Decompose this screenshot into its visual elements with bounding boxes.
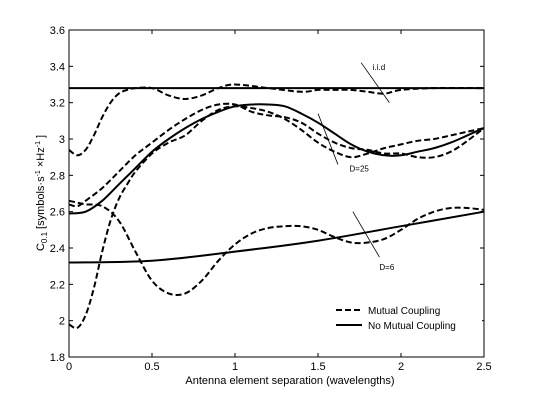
y-axis-label-sup1: -1 bbox=[35, 170, 42, 176]
y-axis-label: C0.1[symbols·s-1 ×Hz-1] bbox=[35, 135, 49, 251]
series-group bbox=[68, 83, 485, 330]
y-tick-label: 3.6 bbox=[50, 25, 65, 37]
y-axis-label-main: C bbox=[35, 243, 47, 251]
annotation-pointer-line bbox=[317, 113, 339, 165]
annotation-pointer-line bbox=[352, 211, 380, 258]
annotation-label: D=25 bbox=[350, 165, 370, 174]
y-tick-label: 2.6 bbox=[50, 207, 65, 219]
annotations-group: i.i.d D=25 D=6 bbox=[350, 63, 395, 272]
legend: Mutual Coupling No Mutual Coupling bbox=[332, 298, 482, 338]
annotation-label: i.i.d bbox=[373, 63, 385, 72]
y-tick-label: 3.4 bbox=[50, 61, 65, 73]
y-tick-label: 3 bbox=[59, 134, 65, 146]
y-axis-label-sup2: -1 bbox=[35, 141, 42, 147]
series-line-d25-solid bbox=[68, 103, 485, 215]
y-tick-label: 2.2 bbox=[50, 279, 65, 291]
x-tick-label: 1.5 bbox=[310, 361, 325, 373]
annotation-label: D=6 bbox=[379, 263, 394, 272]
y-tick-label: 1.8 bbox=[50, 352, 65, 364]
y-tick-label: 2.8 bbox=[50, 170, 65, 182]
axis-ticks: 0 0.5 1 1.5 2 2.5 1.8 2 2.2 2.4 2.6 2.8 3 3.2 3.4 3.6 bbox=[50, 25, 492, 373]
x-tick-label: 0.5 bbox=[144, 361, 159, 373]
legend-label-no-mutual-coupling: No Mutual Coupling bbox=[368, 321, 456, 332]
annotation-pointer-line bbox=[360, 62, 390, 103]
x-tick-label: 2.5 bbox=[476, 361, 491, 373]
series-line-d6-dashed bbox=[68, 199, 485, 296]
y-tick-label: 3.2 bbox=[50, 98, 65, 110]
x-tick-label: 0 bbox=[66, 361, 72, 373]
y-tick-label: 2.4 bbox=[50, 243, 65, 255]
x-tick-label: 2 bbox=[398, 361, 404, 373]
legend-box bbox=[332, 298, 482, 338]
series-line-iid-dashed bbox=[68, 83, 485, 157]
x-axis-label: Antenna element separation (wavelengths) bbox=[185, 375, 394, 387]
legend-label-mutual-coupling: Mutual Coupling bbox=[368, 306, 440, 317]
series-line-d25-dashed bbox=[68, 102, 485, 208]
annotation-pointers bbox=[317, 62, 390, 258]
y-axis-label-end: ] bbox=[35, 135, 47, 138]
y-axis-label-mid: ×Hz bbox=[35, 147, 47, 170]
y-axis-label-sub: 0.1 bbox=[40, 231, 49, 243]
y-axis-label-rest: [symbols·s bbox=[35, 176, 47, 229]
series-line-d6-dashed bbox=[68, 105, 485, 330]
x-tick-label: 1 bbox=[232, 361, 238, 373]
y-tick-label: 2 bbox=[59, 316, 65, 328]
